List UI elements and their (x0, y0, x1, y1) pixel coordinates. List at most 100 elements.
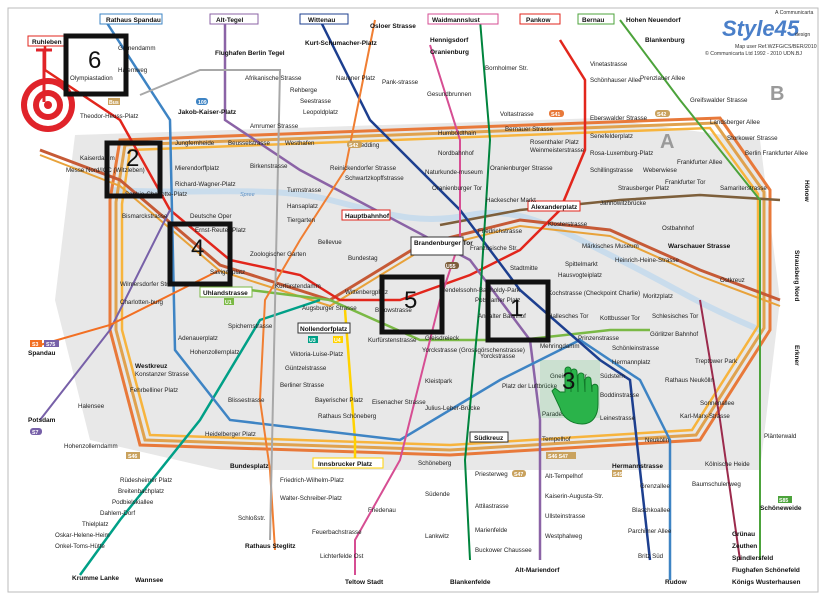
terminus-waidmannslust[interactable]: Waidmannslust (432, 17, 481, 24)
station-deutsche-oper[interactable]: Deutsche Oper (190, 213, 232, 220)
terminus-blankenfelde[interactable]: Blankenfelde (450, 579, 491, 586)
station-gemendamm[interactable]: Gemendamm (118, 45, 155, 52)
station-yorckstrasse[interactable]: Yorckstrasse (480, 353, 516, 360)
station-landsberger[interactable]: Landsberger Allee (710, 119, 760, 126)
station-rosenthaler[interactable]: Rosenthaler Platz (530, 139, 579, 146)
station-koelnische-heide[interactable]: Kölnische Heide (705, 461, 750, 468)
station-hausvogteiplatz[interactable]: Hausvogteiplatz (558, 272, 602, 279)
station-blissestrasse[interactable]: Blissestrasse (228, 397, 265, 404)
station-halensee[interactable]: Halensee (78, 403, 105, 410)
station-mierendorffplatz[interactable]: Mierendorffplatz (175, 165, 219, 172)
station-wedding[interactable]: Wedding (355, 142, 380, 149)
station-uhlandstrasse[interactable]: Uhlandstrasse (203, 290, 248, 297)
station-prinzenstrasse[interactable]: Prinzenstrasse (578, 335, 619, 342)
terminus-alt-mariendorf[interactable]: Alt-Mariendorf (515, 567, 560, 574)
overlay-box-4[interactable]: 4 (167, 221, 233, 287)
terminus-krumme-lanke[interactable]: Krumme Lanke (72, 575, 119, 582)
station-stadtmitte[interactable]: Stadtmitte (510, 265, 538, 272)
station-berlin-frankfurter-allee[interactable]: Berlin Frankfurter Allee (745, 150, 808, 157)
station-buckower[interactable]: Buckower Chaussee (475, 547, 532, 554)
station-afrikanische[interactable]: Afrikanische Strasse (245, 75, 302, 82)
station-dahlem-dorf[interactable]: Dahlem-Dorf (100, 510, 135, 517)
station-jannowitz[interactable]: Jannowitzbrücke (600, 200, 647, 207)
station-podbielski[interactable]: Podbielskiallee (112, 499, 154, 506)
terminus-alt-tegel[interactable]: Alt-Tegel (216, 17, 244, 24)
station-marienfelde[interactable]: Marienfelde (475, 527, 508, 534)
station-schwartzkopff[interactable]: Schwartzkopffstrasse (345, 175, 404, 182)
station-baumschulenweg[interactable]: Baumschulenweg (692, 481, 741, 488)
station-adenauerplatz[interactable]: Adenauerplatz (178, 335, 218, 342)
station-humboldthain[interactable]: Humboldthain (438, 130, 477, 137)
station-mehringdamm[interactable]: Mehringdamm (540, 343, 580, 350)
terminus-erkner[interactable]: Erkner (793, 345, 800, 366)
station-gesundbrunnen[interactable]: Gesundbrunnen (427, 91, 472, 98)
station-bellevue[interactable]: Bellevue (318, 239, 342, 246)
terminus-pankow[interactable]: Pankow (526, 17, 552, 24)
station-neukoelln[interactable]: Neukölln (645, 437, 670, 444)
overlay-box-5[interactable]: 5 (379, 274, 445, 335)
station-paradestrasse[interactable]: Paradestrasse (542, 411, 582, 418)
station-olympiastadion[interactable]: Olympiastadion (70, 75, 113, 82)
station-walter-schreiber[interactable]: Walter-Schreiber-Platz (280, 495, 342, 502)
terminus-bernau[interactable]: Bernau (582, 17, 604, 24)
station-wilmersdorfer[interactable]: Wilmersdorfer Strasse (120, 281, 182, 288)
station-hallesches[interactable]: Hallesches Tor (548, 313, 588, 320)
station-voltastrasse[interactable]: Voltastrasse (500, 111, 534, 118)
station-halemweg[interactable]: Halemweg (118, 67, 148, 74)
station-greifswalder[interactable]: Greifswalder Strasse (690, 97, 748, 104)
station-heinrich-heine[interactable]: Heinrich-Heine-Strasse (615, 257, 680, 264)
station-zoologischer[interactable]: Zoologischer Garten (250, 251, 307, 258)
terminus-flughafen-tegel[interactable]: Flughafen Berlin Tegel (215, 50, 285, 57)
station-bayerischer[interactable]: Bayerischer Platz (315, 397, 363, 404)
station-prenzlauer[interactable]: Prenzlauer Allee (640, 75, 686, 82)
station-buelowstrasse[interactable]: Bülowstrasse (375, 307, 412, 314)
station-bornholmer[interactable]: Bornholmer Str. (485, 65, 528, 72)
station-jungfernheide[interactable]: Jungfernheide (175, 140, 215, 147)
station-rathaus-schoeneberg[interactable]: Rathaus Schöneberg (318, 413, 377, 420)
terminus-rudow[interactable]: Rudow (665, 579, 688, 586)
station-reinickendorfer[interactable]: Reinickendorfer Strasse (330, 165, 397, 172)
station-friedenau[interactable]: Friedenau (368, 507, 396, 514)
target-icon[interactable] (21, 48, 75, 132)
terminus-spindlersfeld[interactable]: Spindlersfeld (732, 555, 773, 562)
station-hohenzollerndamm[interactable]: Hohenzollerndamm (64, 443, 118, 450)
station-bismarckstrasse[interactable]: Bismarckstrasse (122, 213, 168, 220)
station-oskar-helene[interactable]: Oskar-Helene-Heim (55, 532, 110, 539)
station-pankstrasse[interactable]: Pank-strasse (382, 79, 419, 86)
station-berliner-strasse[interactable]: Berliner Strasse (280, 382, 325, 389)
station-boddinstrasse[interactable]: Boddinstrasse (600, 392, 640, 399)
station-platz-luftbruecke[interactable]: Platz der Luftbrücke (502, 383, 558, 390)
station-fehrbelliner[interactable]: Fehrbelliner Platz (130, 387, 178, 394)
station-rehberge[interactable]: Rehberge (290, 87, 318, 94)
station-weberwiese[interactable]: Weberwiese (643, 167, 677, 174)
station-leopoldplatz[interactable]: Leopoldplatz (303, 109, 338, 116)
station-ernst-reuter[interactable]: Ernst-Reuter-Platz (195, 227, 246, 234)
station-viktoria-luise[interactable]: Viktoria-Luise-Platz (290, 351, 343, 358)
station-sonnenallee[interactable]: Sonnenallee (700, 400, 735, 407)
station-vinetastrasse[interactable]: Vinetastrasse (590, 61, 628, 68)
station-schoeneberg[interactable]: Schöneberg (418, 460, 452, 467)
station-amrumer[interactable]: Amrumer Strasse (250, 123, 299, 130)
station-innsbrucker[interactable]: Innsbrucker Platz (318, 461, 373, 468)
terminus-zeuthen[interactable]: Zeuthen (732, 543, 757, 550)
station-oranienburger-str[interactable]: Oranienburger Strasse (490, 165, 553, 172)
station-onkel-toms[interactable]: Onkel-Toms-Hütte (55, 543, 105, 550)
terminus-rathaus-spandau[interactable]: Rathaus Spandau (106, 17, 161, 24)
station-rosa-luxemburg[interactable]: Rosa-Luxemburg-Platz (590, 150, 653, 157)
terminus-hohen-neuendorf[interactable]: Hohen Neuendorf (626, 17, 681, 24)
station-nordbahnhof[interactable]: Nordbahnhof (438, 150, 474, 157)
terminus-kurt-schumacher[interactable]: Kurt-Schumacher-Platz (305, 40, 378, 47)
station-friedrichstrasse[interactable]: Friedrichstrasse (478, 228, 523, 235)
terminus-wannsee[interactable]: Wannsee (135, 577, 164, 584)
station-franzoesische[interactable]: Französische Str. (470, 245, 518, 252)
station-ullsteinstrasse[interactable]: Ullsteinstrasse (545, 513, 586, 520)
station-oranienburger-tor[interactable]: Oranienburger Tor (432, 185, 482, 192)
station-hohenzollernplatz[interactable]: Hohenzollernplatz (190, 349, 240, 356)
station-wittenbergplatz[interactable]: Wittenbergplatz (345, 289, 388, 296)
station-weinmeister[interactable]: Weinmeisterstrasse (530, 147, 585, 154)
station-karl-marx[interactable]: Karl-Marx-Strasse (680, 413, 730, 420)
station-moritzplatz[interactable]: Moritzplatz (643, 293, 673, 300)
station-tiergarten[interactable]: Tiergarten (287, 217, 316, 224)
station-charlottenburg[interactable]: Charlotten-burg (120, 299, 164, 306)
terminus-jakob-kaiser[interactable]: Jakob-Kaiser-Platz (178, 109, 237, 116)
